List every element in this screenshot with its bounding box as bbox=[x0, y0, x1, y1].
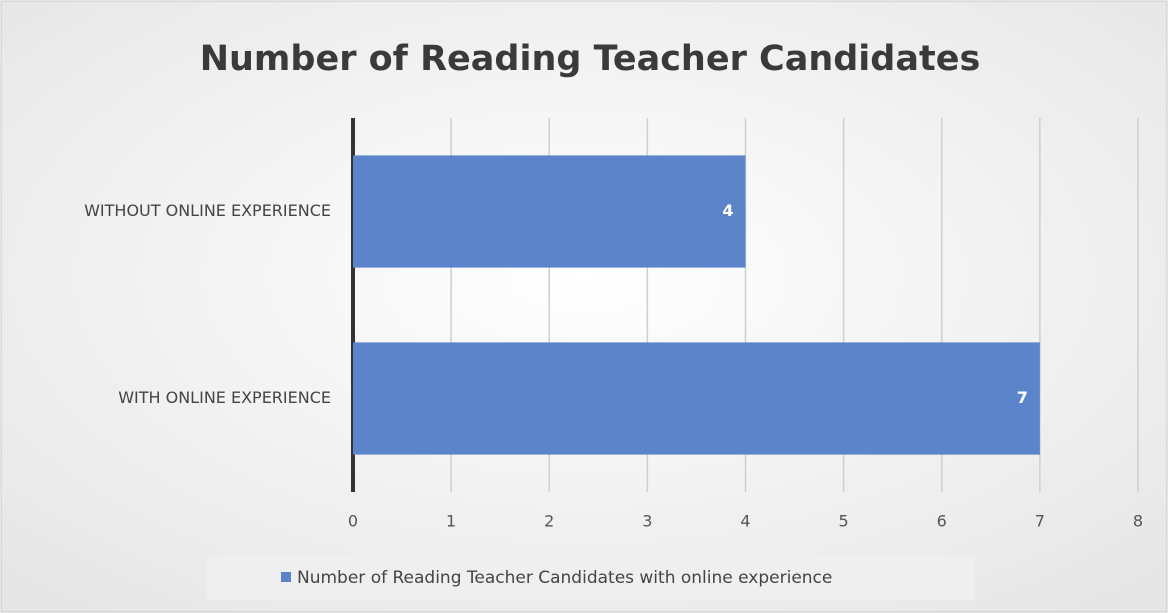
data-label: 4 bbox=[722, 201, 733, 220]
x-tick-label: 3 bbox=[642, 512, 652, 531]
x-tick-label: 5 bbox=[839, 512, 849, 531]
x-tick-label: 0 bbox=[348, 512, 358, 531]
y-tick-label: WITH ONLINE EXPERIENCE bbox=[118, 388, 331, 407]
x-tick-label: 4 bbox=[740, 512, 750, 531]
legend: Number of Reading Teacher Candidates wit… bbox=[281, 568, 832, 588]
data-label: 7 bbox=[1017, 388, 1028, 407]
legend-box bbox=[207, 555, 975, 600]
y-tick-label: WITHOUT ONLINE EXPERIENCE bbox=[84, 201, 331, 220]
bar bbox=[353, 155, 746, 268]
x-tick-label: 1 bbox=[446, 512, 456, 531]
x-tick-label: 7 bbox=[1035, 512, 1045, 531]
legend-swatch bbox=[281, 572, 291, 582]
chart-title: Number of Reading Teacher Candidates bbox=[200, 39, 981, 79]
x-tick-label: 6 bbox=[937, 512, 947, 531]
bar bbox=[353, 342, 1040, 455]
legend-label: Number of Reading Teacher Candidates wit… bbox=[297, 568, 832, 588]
x-tick-label: 8 bbox=[1133, 512, 1143, 531]
x-tick-label: 2 bbox=[544, 512, 554, 531]
